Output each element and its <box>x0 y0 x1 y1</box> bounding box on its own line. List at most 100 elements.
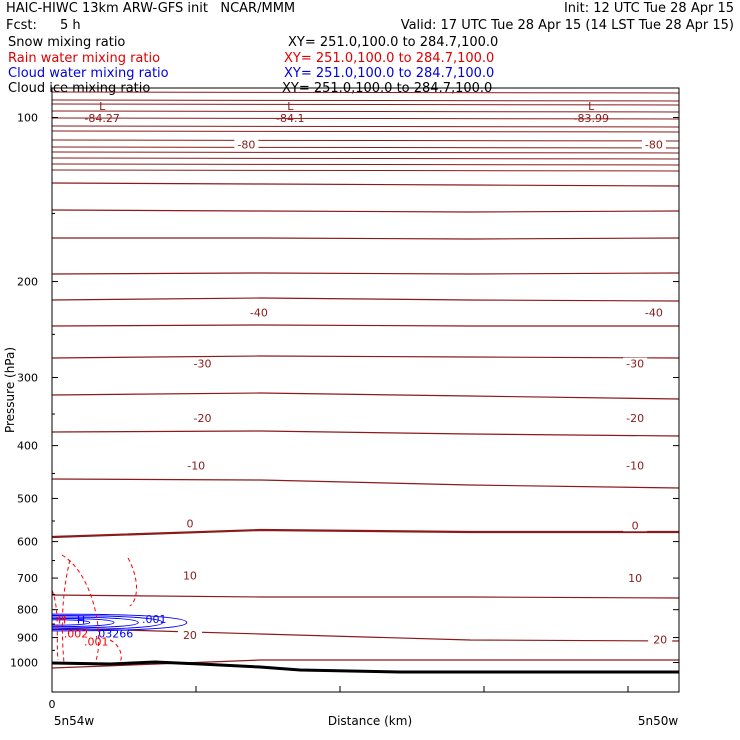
contour-label: -20 <box>193 412 211 425</box>
field-cloudwater-name: Cloud water mixing ratio <box>8 66 169 81</box>
y-tick-label: 1000 <box>10 657 38 670</box>
low-value: -84.1 <box>276 112 304 125</box>
rain-water-contour <box>127 557 137 607</box>
y-tick-label: 300 <box>17 372 38 385</box>
contour-label: 20 <box>183 629 197 642</box>
forecast-hour: 5 h <box>60 18 81 33</box>
low-marker: L <box>287 100 294 113</box>
isotherm-line <box>51 272 680 275</box>
contour-label-bg <box>177 569 202 582</box>
rain-water-contours: H.002.001 <box>51 554 137 666</box>
x-left-location: 5n54w <box>54 714 95 728</box>
valid-time: Valid: 17 UTC Tue 28 Apr 15 (14 LST Tue … <box>400 18 734 33</box>
forecast-label: Fcst: <box>6 18 37 33</box>
cloud-water-max-value: .03266 <box>95 627 134 640</box>
contour-label-bg <box>648 633 673 646</box>
contour-label: -30 <box>626 358 644 371</box>
cloud-water-contour <box>51 613 188 632</box>
contour-label: -80 <box>237 138 255 151</box>
isotherm-line <box>51 355 680 359</box>
contour-label-bg <box>641 138 666 151</box>
cloud-water-contour <box>51 615 164 630</box>
contour-label: -80 <box>645 138 663 151</box>
model-title: HAIC-HIWC 13km ARW-GFS init NCAR/MMM <box>6 1 296 16</box>
contour-label-bg <box>623 519 648 532</box>
temperature-contours <box>51 91 680 669</box>
x-start-label: 0 <box>49 698 56 711</box>
field-snow-name: Snow mixing ratio <box>8 35 126 50</box>
rain-water-contour-label: .001 <box>84 636 109 649</box>
contour-label-bg <box>177 628 202 641</box>
isotherm-line <box>51 528 679 539</box>
isotherm-line <box>51 209 680 213</box>
y-axis-label: Pressure (hPa) <box>3 347 17 433</box>
contour-label-bg <box>234 138 259 151</box>
cloud-water-max-marker: H <box>77 613 85 626</box>
field-cloudwater-xy: XY= 251.0,100.0 to 284.7,100.0 <box>284 66 495 81</box>
x-right-location: 5n50w <box>638 714 679 728</box>
isotherm-line <box>51 163 680 166</box>
isotherm-line <box>51 659 679 669</box>
isotherm-line <box>52 237 680 240</box>
contour-label-bg <box>184 459 209 472</box>
contour-label: 10 <box>183 569 197 582</box>
terrain-line <box>51 660 679 674</box>
contour-label-bg <box>641 306 666 319</box>
contour-label: -20 <box>626 412 644 425</box>
contour-label: -30 <box>193 358 211 371</box>
contour-label: -40 <box>250 307 268 320</box>
isotherm-line <box>51 157 680 160</box>
isotherm-line <box>51 99 680 102</box>
rain-water-contour <box>109 639 122 666</box>
contour-label-bg <box>190 357 215 370</box>
low-value: -84.27 <box>84 112 119 125</box>
x-axis-label: Distance (km) <box>328 714 412 728</box>
contour-label: 0 <box>632 519 639 532</box>
isotherm-line <box>51 117 680 120</box>
isotherm-line <box>51 110 680 113</box>
isotherm-line <box>51 182 680 187</box>
cloud-water-contour <box>51 619 91 626</box>
contour-label-bg <box>246 306 271 319</box>
contour-label: 10 <box>628 572 642 585</box>
contour-labels: -80 -80 -40 -40 -30 -30 -20 -20 -10 -10 0 0 10 10 20 20… <box>84 100 673 647</box>
isotherm-line <box>51 125 680 128</box>
isotherm-line <box>51 139 680 142</box>
isotherm-line <box>51 430 680 437</box>
isotherm-line <box>51 392 680 400</box>
rain-water-max-value: .002 <box>64 627 89 640</box>
rain-water-contour <box>51 589 59 661</box>
isotherm-line <box>51 297 680 302</box>
contour-label-bg <box>177 517 202 530</box>
y-tick-label: 400 <box>17 440 38 453</box>
cloud-water-contours: H .03266 .001 <box>51 613 188 640</box>
isotherm-line <box>51 169 680 172</box>
contour-label-bg <box>623 572 648 585</box>
y-tick-label: 100 <box>17 112 38 125</box>
y-tick-label: 600 <box>17 536 38 549</box>
isotherm-line <box>51 130 680 133</box>
contour-label: -10 <box>626 459 644 472</box>
y-tick-label: 900 <box>17 632 38 645</box>
y-tick-label: 500 <box>17 492 38 505</box>
contour-label-bg <box>623 357 648 370</box>
isotherm-line <box>51 478 680 489</box>
field-rain-xy: XY= 251.0,100.0 to 284.7,100.0 <box>284 51 495 66</box>
cloud-water-contour <box>51 617 115 628</box>
isotherm-line <box>51 151 680 154</box>
isotherm-line <box>51 146 680 149</box>
y-tick-label: 700 <box>17 572 38 585</box>
init-time: Init: 12 UTC Tue 28 Apr 15 <box>563 1 734 16</box>
field-snow-xy: XY= 251.0,100.0 to 284.7,100.0 <box>288 35 499 50</box>
contour-label: 20 <box>653 634 667 647</box>
isotherm-line <box>51 594 680 599</box>
cloud-water-contour <box>51 616 139 629</box>
field-rain-name: Rain water mixing ratio <box>8 51 161 66</box>
isotherm-line <box>51 324 679 327</box>
y-tick-label: 800 <box>17 604 38 617</box>
contour-label: 0 <box>186 518 193 531</box>
isotherm-line <box>51 91 680 94</box>
contour-label-bg <box>623 412 648 425</box>
contour-label: -10 <box>187 459 205 472</box>
